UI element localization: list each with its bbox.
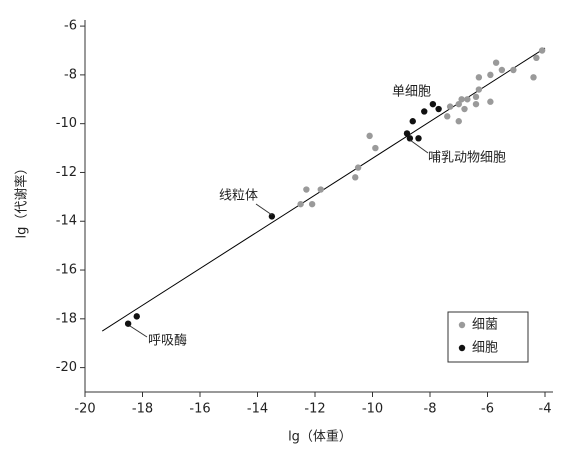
point (472, 93, 480, 101)
y-axis-label: lg（代谢率） (14, 162, 30, 239)
y-tick-label: -12 (56, 165, 77, 180)
legend-label: 细胞 (472, 341, 498, 356)
y-tick-label: -10 (56, 116, 77, 131)
annotation: 线粒体 (219, 189, 258, 204)
y-tick-label: -6 (64, 19, 77, 34)
x-tick-label: -16 (189, 402, 210, 417)
point (403, 130, 411, 137)
point (354, 164, 362, 171)
point (303, 186, 310, 193)
point (133, 313, 140, 320)
point (455, 118, 462, 125)
annotation: 呼吸酶 (148, 333, 187, 349)
x-axis-label: lg（体重） (288, 429, 352, 445)
legend-label: 细菌 (472, 318, 498, 333)
annotation: 哺乳动物细胞 (428, 151, 506, 166)
point (510, 66, 517, 74)
point (409, 118, 416, 125)
point (372, 144, 379, 152)
point (464, 96, 471, 103)
point (461, 105, 468, 113)
point (435, 105, 442, 113)
x-tick-label: -12 (304, 402, 325, 417)
point (487, 98, 494, 105)
point (429, 100, 437, 108)
point (487, 71, 494, 79)
point (455, 100, 462, 108)
point (297, 200, 304, 208)
point (533, 54, 540, 62)
point (472, 100, 480, 108)
legend-marker (458, 344, 466, 352)
point (124, 320, 132, 327)
point (475, 86, 483, 93)
annotation-leader (409, 139, 429, 154)
y-tick-label: -16 (56, 263, 77, 278)
legend-marker (458, 321, 466, 329)
annotation-leader (255, 203, 273, 216)
point (317, 186, 324, 193)
annotation: 单细胞 (392, 85, 431, 100)
point (538, 47, 546, 54)
point (415, 135, 422, 142)
point (352, 174, 359, 181)
point (446, 103, 454, 110)
point (498, 66, 506, 74)
annotation-leader (129, 325, 148, 338)
y-tick-label: -18 (56, 311, 77, 326)
x-tick-label: -20 (74, 402, 95, 417)
point (268, 213, 276, 220)
point (366, 132, 373, 140)
y-tick-label: -8 (64, 67, 77, 82)
point (530, 74, 537, 81)
x-tick-label: -18 (132, 402, 153, 417)
x-tick-label: -8 (424, 402, 437, 417)
x-tick-label: -14 (247, 402, 268, 417)
y-tick-label: -20 (56, 360, 77, 375)
point (458, 96, 465, 103)
point (492, 59, 500, 66)
x-tick-label: -10 (362, 402, 383, 417)
point (308, 200, 316, 208)
point (475, 74, 483, 81)
y-tick-label: -14 (56, 214, 77, 229)
point (421, 108, 428, 115)
point (444, 113, 451, 120)
x-tick-label: -4 (539, 402, 552, 417)
x-tick-label: -6 (481, 402, 494, 417)
legend-box (447, 311, 529, 363)
point (406, 135, 414, 142)
